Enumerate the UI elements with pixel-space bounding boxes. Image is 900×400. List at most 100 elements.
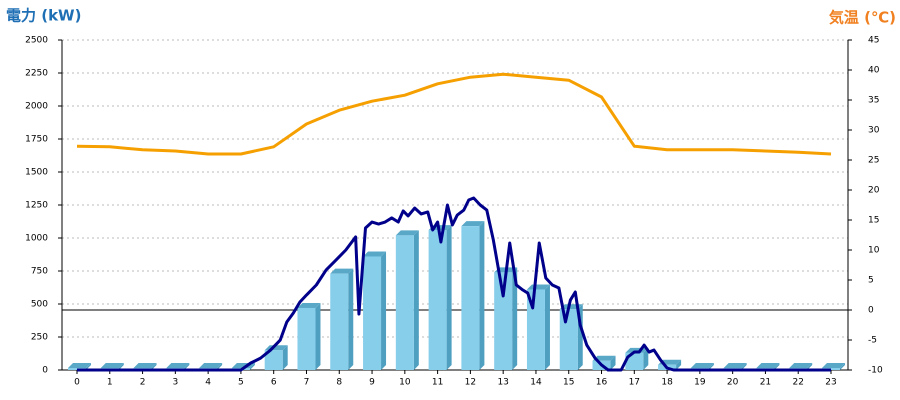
bar-side (184, 363, 190, 370)
y2-tick-label: 40 (868, 66, 880, 76)
x-tick-label: 14 (530, 378, 542, 388)
bar-top (330, 268, 354, 274)
y2-tick-label: 35 (868, 96, 879, 106)
bar-side (86, 363, 91, 370)
bar-side (217, 363, 223, 370)
bar-side (512, 267, 518, 370)
bar-side (643, 347, 649, 370)
bar-top (822, 363, 845, 369)
x-tick-label: 2 (140, 378, 146, 388)
bar (526, 289, 545, 370)
y-tick-label: 2250 (25, 69, 48, 79)
bar-side (446, 225, 452, 370)
bar-side (381, 251, 387, 370)
y2-tick-label: 25 (868, 156, 879, 166)
bar-side (479, 221, 485, 370)
bar-side (741, 363, 747, 370)
bar-top (690, 363, 714, 369)
y-axis-title: 電力 (kW) (6, 7, 81, 25)
x-tick-label: 13 (497, 378, 508, 388)
bar-top (756, 363, 780, 369)
x-tick-label: 12 (465, 378, 476, 388)
bar-side (807, 363, 813, 370)
bar (330, 273, 349, 370)
bar-side (282, 345, 288, 370)
bar-top (199, 363, 223, 369)
x-tick-label: 22 (792, 378, 803, 388)
x-tick-label: 9 (369, 378, 375, 388)
bar-top (363, 251, 387, 257)
bar-side (151, 363, 157, 370)
x-tick-label: 3 (172, 378, 178, 388)
bar (559, 309, 578, 370)
bar-side (249, 363, 255, 370)
y2-tick-label: 10 (868, 246, 880, 256)
bar-side (774, 363, 780, 370)
bar-top (133, 363, 157, 369)
bar-top (68, 363, 91, 369)
bar-side (413, 230, 419, 370)
bar (494, 272, 513, 370)
bar-side (840, 363, 845, 370)
bar-top (723, 363, 747, 369)
x-tick-label: 18 (661, 378, 673, 388)
y-tick-label: 1250 (25, 201, 48, 211)
x-tick-label: 5 (238, 378, 244, 388)
bar-side (610, 355, 616, 370)
x-tick-label: 7 (304, 378, 310, 388)
y-tick-label: 500 (31, 300, 48, 310)
bar-top (395, 230, 419, 236)
bar (428, 230, 447, 370)
bar-side (118, 363, 124, 370)
x-tick-label: 0 (74, 378, 80, 388)
bar-top (789, 363, 813, 369)
bar-top (461, 221, 485, 227)
bar-side (348, 268, 354, 370)
y-tick-label: 1500 (25, 168, 48, 178)
y-tick-label: 750 (31, 267, 48, 277)
bar (264, 350, 283, 370)
line (76, 72, 832, 156)
bar (363, 256, 382, 370)
bar-side (315, 302, 321, 370)
x-tick-label: 8 (336, 378, 342, 388)
x-tick-label: 20 (727, 378, 739, 388)
bar (297, 307, 316, 370)
bar (395, 235, 414, 370)
x-tick-label: 10 (399, 378, 411, 388)
x-tick-label: 23 (825, 378, 836, 388)
bar-side (676, 359, 682, 370)
bar-top (166, 363, 190, 369)
x-tick-label: 15 (563, 378, 574, 388)
line (77, 196, 831, 372)
y2-axis-title: 気温 (℃) (829, 9, 896, 27)
y2-tick-label: -5 (868, 336, 877, 346)
y2-tick-label: 5 (868, 276, 874, 286)
y-tick-label: 1000 (25, 234, 48, 244)
y2-tick-label: 15 (868, 216, 879, 226)
bar-top (526, 284, 550, 290)
x-tick-label: 19 (694, 378, 706, 388)
y2-tick-label: 20 (868, 186, 880, 196)
y-tick-label: 0 (42, 366, 48, 376)
y2-tick-label: 45 (868, 36, 879, 46)
x-tick-label: 16 (596, 378, 608, 388)
x-tick-label: 6 (271, 378, 277, 388)
y-tick-label: 2500 (25, 36, 48, 46)
x-tick-label: 21 (760, 378, 771, 388)
bar (461, 226, 480, 370)
y2-tick-label: 0 (868, 306, 874, 316)
y-tick-label: 2000 (25, 102, 48, 112)
bar-side (708, 363, 714, 370)
bar-side (544, 284, 550, 370)
bar-top (297, 302, 321, 308)
y-tick-label: 1750 (25, 135, 48, 145)
y2-tick-label: 30 (868, 126, 880, 136)
x-tick-label: 4 (205, 378, 211, 388)
x-tick-label: 11 (432, 378, 443, 388)
x-tick-label: 1 (107, 378, 113, 388)
y2-tick-label: -10 (868, 366, 883, 376)
x-tick-label: 17 (629, 378, 640, 388)
bar-top (100, 363, 124, 369)
